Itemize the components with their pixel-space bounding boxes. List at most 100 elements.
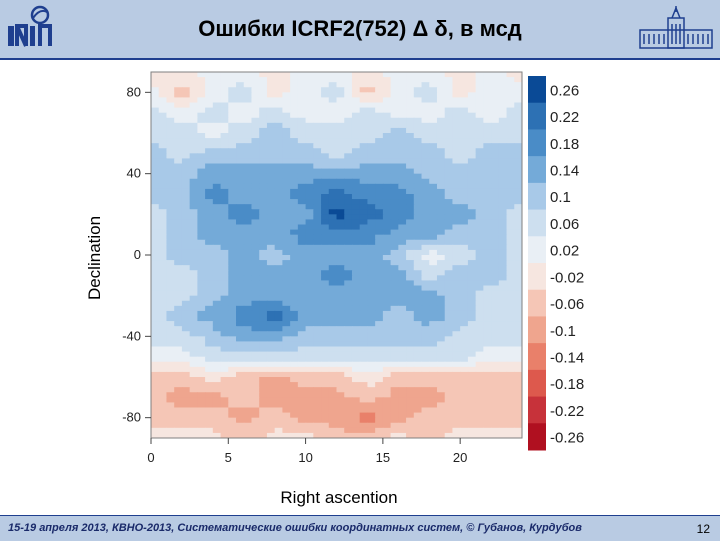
- heatmap-cell: [390, 295, 399, 302]
- heatmap-cell: [251, 188, 260, 195]
- heatmap-cell: [406, 214, 415, 221]
- heatmap-cell: [212, 290, 222, 297]
- heatmap-cell: [429, 371, 438, 378]
- heatmap-cell: [467, 158, 477, 165]
- heatmap-cell: [367, 427, 376, 434]
- heatmap-cell: [205, 371, 214, 378]
- heatmap-cell: [429, 183, 438, 190]
- heatmap-cell: [189, 234, 198, 241]
- colorbar-label: -0.22: [550, 403, 584, 420]
- heatmap-cell: [328, 133, 338, 139]
- heatmap-cell: [491, 422, 500, 429]
- heatmap-cell: [236, 316, 245, 322]
- heatmap-cell: [220, 397, 229, 404]
- heatmap-cell: [475, 72, 484, 78]
- heatmap-cell: [514, 239, 522, 246]
- heatmap-cell: [321, 392, 330, 398]
- heatmap-cell: [251, 382, 260, 388]
- heatmap-cell: [406, 102, 415, 109]
- heatmap-cell: [436, 336, 446, 343]
- heatmap-cell: [514, 117, 522, 124]
- heatmap-cell: [406, 122, 415, 129]
- heatmap-cell: [197, 356, 206, 363]
- heatmap-cell: [382, 178, 392, 185]
- heatmap-cell: [189, 77, 198, 83]
- heatmap-cell: [220, 122, 229, 129]
- heatmap-cell: [344, 290, 353, 297]
- heatmap-cell: [220, 117, 229, 124]
- heatmap-cell: [297, 255, 307, 261]
- heatmap-cell: [344, 87, 353, 93]
- heatmap-cell: [305, 265, 314, 271]
- heatmap-cell: [313, 371, 322, 378]
- heatmap-cell: [452, 168, 461, 175]
- heatmap-cell: [243, 204, 253, 210]
- heatmap-cell: [406, 366, 415, 373]
- heatmap-cell: [158, 382, 168, 388]
- heatmap-cell: [491, 199, 500, 205]
- colorbar-label: 0.18: [550, 136, 579, 153]
- heatmap-cell: [290, 427, 299, 434]
- heatmap-cell: [181, 112, 191, 119]
- heatmap-cell: [436, 239, 446, 246]
- heatmap-cell: [228, 153, 237, 160]
- heatmap-cell: [297, 412, 307, 419]
- heatmap-cell: [444, 260, 454, 266]
- heatmap-cell: [359, 361, 369, 368]
- heatmap-cell: [344, 422, 353, 429]
- heatmap-cell: [174, 341, 183, 348]
- heatmap-cell: [282, 392, 291, 398]
- y-tick-label: -40: [122, 328, 141, 343]
- heatmap-cell: [228, 87, 237, 93]
- colorbar-swatch: [528, 129, 546, 157]
- heatmap-cell: [491, 133, 500, 139]
- heatmap-cell: [506, 402, 515, 409]
- heatmap-cell: [282, 214, 291, 221]
- heatmap-cell: [406, 377, 415, 383]
- heatmap-cell: [436, 133, 446, 139]
- heatmap-cell: [421, 305, 430, 312]
- heatmap-cell: [174, 133, 183, 139]
- heatmap-cell: [498, 402, 508, 409]
- heatmap-cell: [266, 275, 276, 282]
- heatmap-cell: [336, 214, 345, 221]
- heatmap-cell: [151, 117, 160, 124]
- heatmap-cell: [174, 361, 183, 368]
- heatmap-cell: [336, 321, 345, 327]
- heatmap-cell: [151, 127, 160, 134]
- heatmap-cell: [166, 143, 175, 149]
- heatmap-cell: [321, 417, 330, 424]
- heatmap-cell: [328, 336, 338, 343]
- heatmap-cell: [475, 397, 484, 404]
- heatmap-cell: [212, 321, 222, 327]
- heatmap-cell: [398, 346, 407, 353]
- colorbar-label: -0.26: [550, 430, 584, 447]
- heatmap-cell: [475, 260, 484, 266]
- heatmap-cell: [151, 158, 160, 165]
- heatmap-cell: [212, 285, 222, 292]
- heatmap-cell: [436, 158, 446, 165]
- heatmap-cell: [344, 168, 353, 175]
- heatmap-cell: [436, 127, 446, 134]
- heatmap-cell: [483, 87, 492, 93]
- heatmap-cell: [236, 351, 245, 358]
- heatmap-cell: [436, 234, 446, 241]
- heatmap-cell: [282, 143, 291, 149]
- colorbar-swatch: [528, 316, 546, 344]
- heatmap-cell: [321, 209, 330, 215]
- heatmap-cell: [382, 102, 392, 109]
- heatmap-cell: [259, 356, 268, 363]
- heatmap-cell: [359, 234, 369, 241]
- heatmap-cell: [429, 148, 438, 154]
- heatmap-cell: [452, 72, 461, 78]
- heatmap-cell: [498, 173, 508, 180]
- heatmap-cell: [290, 158, 299, 165]
- heatmap-cell: [197, 427, 206, 434]
- heatmap-cell: [467, 143, 477, 149]
- heatmap-cell: [328, 183, 338, 190]
- colorbar-swatch: [528, 289, 546, 317]
- heatmap-cell: [181, 275, 191, 282]
- heatmap-cell: [483, 102, 492, 109]
- heatmap-cell: [359, 244, 369, 251]
- heatmap-cell: [220, 310, 229, 317]
